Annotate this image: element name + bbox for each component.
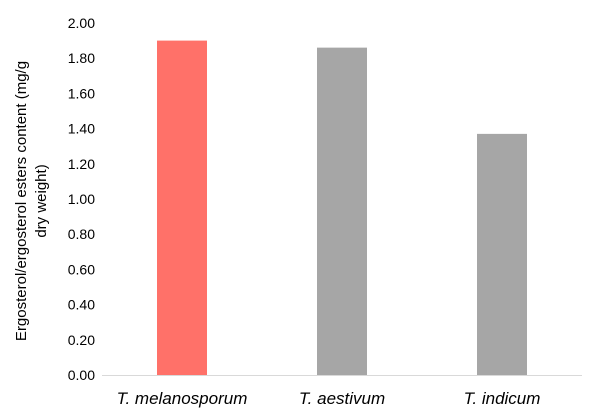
y-axis-title-line: Ergosterol/ergosterol esters content (mg… [13, 61, 30, 341]
x-category-label: T. indicum [464, 389, 541, 408]
x-category-label: T. aestivum [299, 389, 385, 408]
y-tick-label: 0.60 [68, 261, 95, 277]
y-tick-label: 1.80 [68, 50, 95, 66]
y-tick-label: 0.80 [68, 226, 95, 242]
y-tick-label: 0.00 [68, 367, 95, 383]
y-axis-title-line: dry weight) [33, 164, 50, 237]
y-axis-title: Ergosterol/ergosterol esters content (mg… [13, 61, 50, 341]
y-axis-ticks: 0.00 0.20 0.40 0.60 0.80 1.00 1.20 1.40 1.60 1.80… [68, 15, 95, 383]
y-tick-label: 1.20 [68, 156, 95, 172]
y-tick-label: 0.40 [68, 297, 95, 313]
x-axis-categories: T. melanosporum T. aestivum T. indicum [117, 389, 541, 408]
bar [477, 133, 527, 375]
y-tick-label: 1.40 [68, 121, 95, 137]
y-tick-label: 1.00 [68, 191, 95, 207]
y-tick-label: 0.20 [68, 332, 95, 348]
x-category-label: T. melanosporum [117, 389, 248, 408]
y-tick-label: 1.60 [68, 85, 95, 101]
bars [157, 40, 527, 375]
y-tick-label: 2.00 [68, 15, 95, 31]
bar [157, 40, 207, 375]
bar [317, 47, 367, 375]
